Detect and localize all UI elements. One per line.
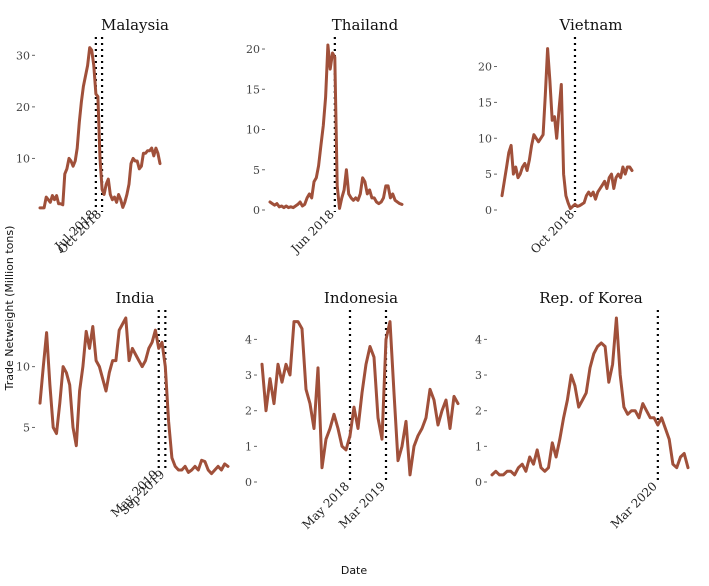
y-tick-label: 5 [253,164,260,177]
y-tick-label: 20 [478,61,492,74]
panel-title: India [116,289,155,307]
event-date-label: Jun 2018 [287,207,337,257]
y-tick-label: 3 [245,369,252,382]
panel-title: Thailand [332,16,399,34]
series-line [38,46,162,210]
panel-title: Indonesia [324,289,398,307]
y-tick-label: 0 [245,476,252,489]
panel-vietnam: Vietnam 0 5 10 15 20 Oct 2018 [478,16,634,257]
y-tick-label: 5 [485,168,492,181]
event-date-label: Mar 2020 [608,479,660,531]
y-tick-label: 15 [478,96,492,109]
y-tick-label: 1 [475,440,482,453]
y-tick-label: 30 [16,49,30,62]
y-tick-label: 10 [478,132,492,145]
y-tick-label: 0 [475,476,482,489]
y-tick-label: 2 [475,405,482,418]
y-tick-label: 10 [16,152,30,165]
y-tick-label: 4 [475,333,482,346]
y-tick-label: 20 [16,101,30,114]
y-tick-label: 2 [245,405,252,418]
y-tick-label: 15 [246,83,260,96]
series-line [500,47,634,211]
y-tick-label: 4 [245,333,252,346]
series-line [260,320,460,477]
panel-title: Rep. of Korea [539,289,643,307]
y-tick-label: 10 [16,361,30,374]
x-axis-title: Date [341,564,368,577]
y-tick-label: 10 [246,124,260,137]
y-tick-label: 0 [485,204,492,217]
y-tick-label: 0 [253,204,260,217]
y-tick-label: 3 [475,369,482,382]
panel-title: Vietnam [558,16,622,34]
y-tick-label: 20 [246,43,260,56]
series-line [268,43,404,210]
event-date-label: Oct 2018 [528,207,577,256]
series-line [490,316,690,477]
series-line [38,316,230,476]
panel-title: Malaysia [101,16,169,34]
y-tick-label: 1 [245,440,252,453]
y-tick-label: 5 [23,421,30,434]
panel-rep-of-korea: Rep. of Korea 0 1 2 3 4 Mar 2020 [475,289,690,531]
panel-thailand: Thailand 0 5 10 15 20 Jun 2018 [246,16,404,257]
y-axis-title: Trade Netweight (Million tons) [3,226,16,392]
